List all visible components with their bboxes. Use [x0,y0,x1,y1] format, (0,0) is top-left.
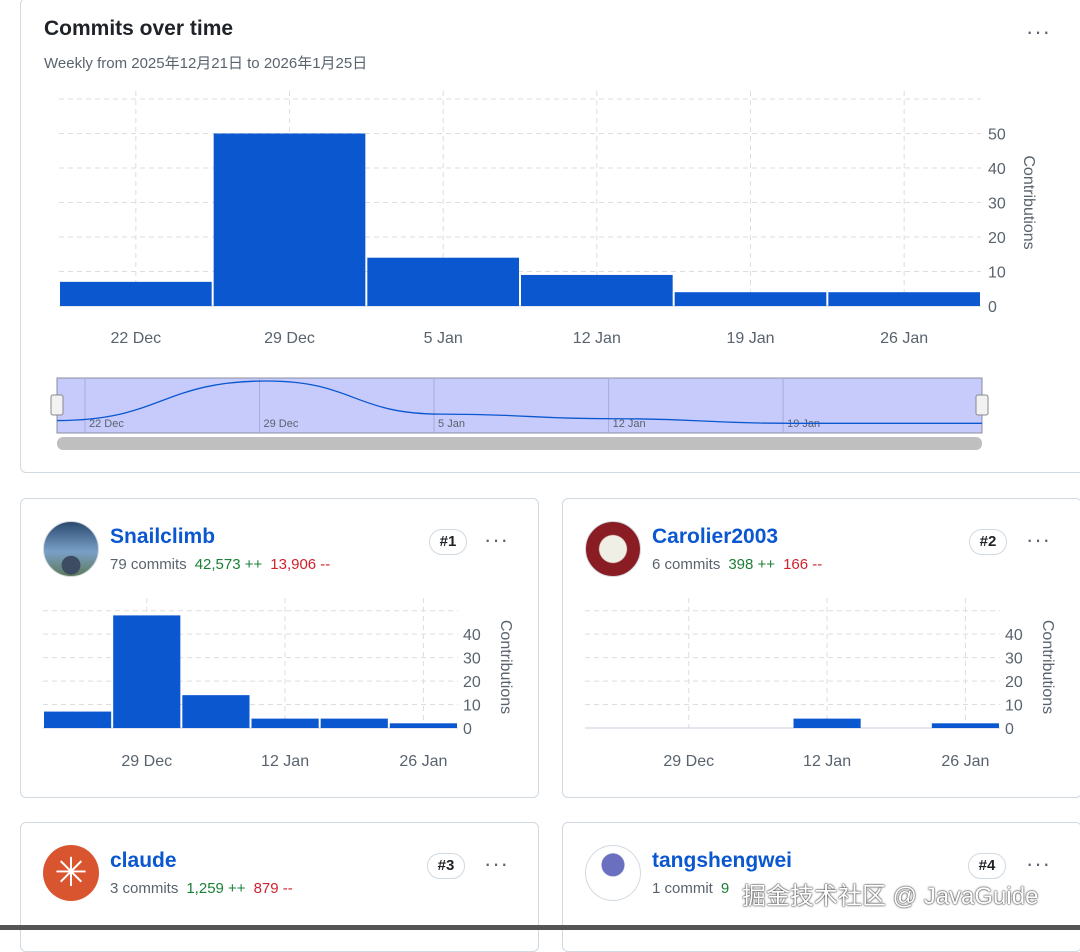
y-tick-label: 40 [1005,627,1023,644]
contributor-card: 29 Dec 12 Jan 26 Jan 0 10 20 30 40 Contributions… [20,498,539,798]
deletions: 166 -- [783,556,823,573]
more-options-button[interactable]: ··· [484,851,509,876]
y-axis-label: Contributions [1039,620,1056,714]
contributor-card: 29 Dec 12 Jan 26 Jan 0 10 20 30 40 Contributions… [562,498,1080,798]
y-tick-label: 20 [463,674,481,691]
bar [113,615,181,728]
bar [251,718,319,728]
x-tick-label: 29 Dec [121,753,172,770]
x-tick-label: 22 Dec [110,330,161,347]
x-tick-label: 12 Jan [803,753,851,770]
bar [674,292,827,306]
rank-badge: #3 [427,853,465,879]
y-tick-label: 10 [988,265,1006,282]
y-tick-label: 20 [988,230,1006,247]
bar [213,133,366,306]
avatar[interactable] [43,521,99,577]
navigator-series-line [56,380,982,424]
bar [521,274,673,306]
bar [389,723,457,728]
date-range-subtitle: Weekly from 2025年12月21日 to 2026年1月25日 [44,55,368,72]
bar [367,257,519,306]
x-tick-label: 26 Jan [880,330,928,347]
y-axis-label: Contributions [1020,155,1037,249]
navigator-label: 12 Jan [613,418,646,430]
x-tick-label: 26 Jan [399,753,447,770]
rank-badge: #1 [429,529,467,555]
contributor-stats: 79 commits 42,573 ++ 13,906 -- [110,556,330,573]
additions: 1,259 ++ [186,880,246,897]
bar [320,718,388,728]
rank-badge: #4 [968,853,1006,879]
page-title: Commits over time [44,17,234,40]
y-tick-label: 30 [1005,651,1023,668]
navigator-handle[interactable] [975,394,989,416]
deletions: 879 -- [253,880,293,897]
x-tick-label: 26 Jan [941,753,989,770]
x-tick-label: 19 Jan [726,330,774,347]
bar [182,695,250,728]
contributor-chart: 29 Dec 12 Jan 26 Jan 0 10 20 30 40 Contributions [585,598,1056,770]
window-bottom-edge [0,925,1080,930]
contributor-stats: 3 commits 1,259 ++ 879 -- [110,880,293,897]
navigator-handle[interactable] [50,394,64,416]
contributor-name-link[interactable]: Carolier2003 [652,525,779,548]
rank-badge: #2 [969,529,1007,555]
contributor-name-link[interactable]: claude [110,849,177,872]
bar [60,281,212,306]
contributor-name-link[interactable]: tangshengwei [652,849,793,872]
navigator-label: 22 Dec [89,418,124,430]
x-tick-label: 29 Dec [663,753,714,770]
y-tick-label: 10 [1005,698,1023,715]
navigator-range [56,377,983,434]
y-tick-label: 0 [988,299,997,316]
watermark: 掘金技术社区 @ JavaGuide [742,883,1039,910]
y-axis-label: Contributions [497,620,514,714]
bar [793,718,861,728]
x-tick-label: 29 Dec [264,330,315,347]
y-tick-label: 0 [463,721,472,738]
more-options-button[interactable]: ··· [1026,527,1051,552]
more-options-button[interactable]: ··· [1026,851,1051,876]
y-tick-label: 0 [1005,721,1014,738]
y-tick-label: 20 [1005,674,1023,691]
contributor-chart: 29 Dec 12 Jan 26 Jan 0 10 20 30 40 Contributions [43,598,514,770]
commit-count[interactable]: 79 commits [110,556,187,573]
y-tick-label: 30 [988,196,1006,213]
commits-chart: 22 Dec 29 Dec 5 Jan 12 Jan 19 Jan 26 Jan 0 10 20… [50,91,1037,450]
deletions: 13,906 -- [270,556,331,573]
commit-count[interactable]: 3 commits [110,880,179,897]
avatar[interactable] [585,521,641,577]
x-tick-label: 12 Jan [573,330,621,347]
y-tick-label: 50 [988,127,1006,144]
bar [44,711,112,728]
y-tick-label: 40 [463,627,481,644]
y-tick-label: 40 [988,161,1006,178]
commit-count[interactable]: 1 commit [652,880,713,897]
y-tick-label: 10 [463,698,481,715]
navigator-scrollbar[interactable] [57,437,982,450]
commit-count[interactable]: 6 commits [652,556,721,573]
avatar[interactable] [585,845,641,901]
contributor-stats: 1 commit 9 [652,880,737,897]
navigator-label: 19 Jan [787,418,820,430]
commits-over-time-card: 22 Dec 29 Dec 5 Jan 12 Jan 19 Jan 26 Jan 0 10 20… [20,0,1080,473]
additions: 42,573 ++ [194,556,263,573]
contributor-stats: 6 commits 398 ++ 166 -- [652,556,822,573]
contributor-name-link[interactable]: Snailclimb [110,525,216,548]
additions: 398 ++ [728,556,776,573]
more-options-button[interactable]: ··· [484,527,509,552]
x-tick-label: 5 Jan [424,330,463,347]
avatar[interactable]: ✳ [43,845,99,901]
contributor-card: ✳ claude 3 commits 1,259 ++ 879 -- #3 ··· [20,822,539,952]
bar [931,723,999,728]
navigator-label: 29 Dec [264,418,299,430]
additions: 9 [720,880,730,897]
x-tick-label: 12 Jan [261,753,309,770]
y-tick-label: 30 [463,651,481,668]
more-options-button[interactable]: ··· [1026,19,1051,44]
bar [828,292,980,306]
navigator-label: 5 Jan [438,418,465,430]
